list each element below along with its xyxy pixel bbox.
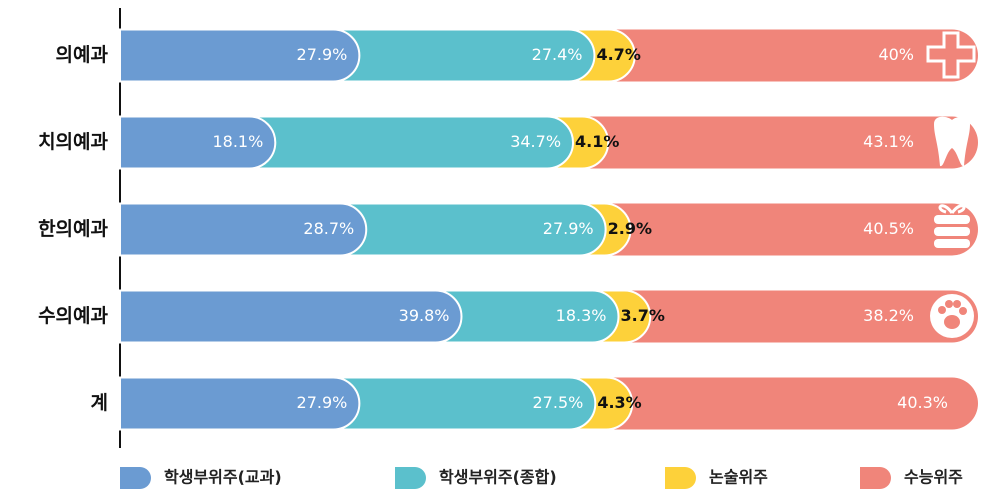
bars: 27.9% 27.4% 4.7% 40% 18.1% 34.7% 4.1% 43.1% 28.7… (119, 28, 979, 431)
value-label: 38.2% (863, 306, 914, 325)
tooth-icon (934, 116, 970, 167)
bar-segment (339, 202, 607, 257)
bar-segment (582, 116, 979, 169)
category-label: 수의예과 (38, 305, 108, 327)
value-label: 27.9% (297, 45, 348, 64)
value-label: 40.5% (863, 219, 914, 238)
bar-segment (119, 115, 277, 170)
value-label: 27.4% (532, 45, 583, 64)
value-label: 4.7% (596, 45, 640, 64)
gift-icon (934, 204, 970, 248)
value-label: 40% (878, 45, 914, 64)
category-label: 한의예과 (38, 218, 108, 240)
bar-segment (434, 289, 620, 344)
bar-segment (608, 29, 979, 82)
value-label: 2.9% (608, 219, 652, 238)
value-label: 18.3% (556, 306, 607, 325)
value-label: 34.7% (510, 132, 561, 151)
value-label: 43.1% (863, 132, 914, 151)
value-label: 18.1% (212, 132, 263, 151)
value-label: 40.3% (897, 393, 948, 412)
legend-label: 논술위주 (709, 468, 768, 487)
bar-segment (119, 376, 361, 431)
value-label: 4.1% (575, 132, 619, 151)
bar-segment (248, 115, 575, 170)
category-label: 의예과 (56, 44, 109, 66)
bar-segment (604, 203, 979, 256)
icons (926, 31, 976, 338)
category-label: 계 (91, 392, 108, 414)
value-label: 3.7% (620, 306, 664, 325)
legend-swatch (860, 467, 891, 489)
bar-segment (119, 28, 361, 83)
value-label: 27.5% (533, 393, 584, 412)
paw-icon (930, 294, 974, 338)
value-label: 39.8% (399, 306, 450, 325)
bar-segment (332, 376, 597, 431)
bar-segment (119, 289, 463, 344)
value-label: 4.3% (597, 393, 641, 412)
category-label: 치의예과 (38, 131, 108, 153)
legend-swatch (665, 467, 696, 489)
bar-segment (119, 202, 368, 257)
cross-icon (926, 31, 976, 79)
value-label: 27.9% (543, 219, 594, 238)
value-label: 27.9% (297, 393, 348, 412)
legend-label: 학생부위주(교과) (164, 468, 282, 487)
bar-segment (624, 290, 979, 343)
value-label: 28.7% (303, 219, 354, 238)
bar-segment (606, 377, 979, 430)
legend-label: 학생부위주(종합) (439, 468, 557, 487)
legend-swatch (120, 467, 151, 489)
legend-swatch (395, 467, 426, 489)
legend-label: 수능위주 (904, 468, 963, 487)
bar-segment (332, 28, 596, 83)
